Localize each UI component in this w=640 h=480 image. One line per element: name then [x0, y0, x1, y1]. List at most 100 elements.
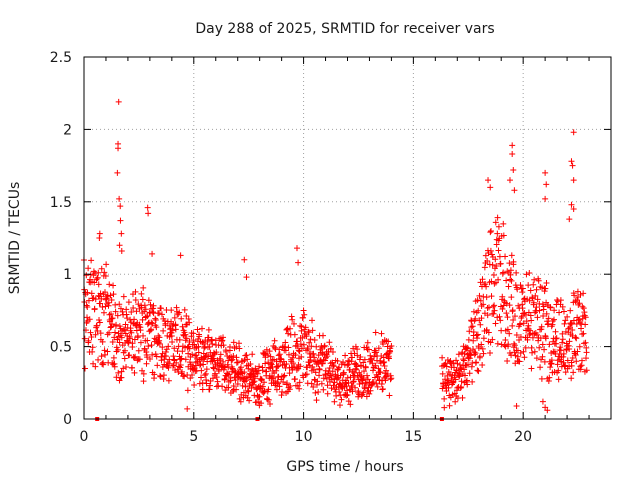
- data-point: [313, 397, 320, 404]
- data-point: [200, 361, 207, 368]
- data-point: [549, 317, 556, 324]
- data-point: [333, 392, 340, 399]
- data-point: [482, 281, 489, 288]
- data-point: [539, 353, 546, 360]
- data-point: [103, 293, 110, 300]
- data-point: [276, 383, 283, 390]
- data-point: [461, 350, 468, 357]
- data-point: [139, 367, 146, 374]
- data-point: [356, 356, 363, 363]
- data-point: [125, 299, 132, 306]
- data-point: [537, 364, 544, 371]
- data-point: [139, 316, 146, 323]
- data-point: [443, 363, 450, 370]
- data-point: [242, 383, 249, 390]
- data-point: [293, 245, 300, 252]
- data-point: [500, 269, 507, 276]
- data-point: [344, 362, 351, 369]
- data-point: [574, 288, 581, 295]
- data-point: [498, 341, 505, 348]
- data-point: [263, 368, 270, 375]
- data-point: [482, 252, 489, 259]
- x-tick-label: 15: [404, 429, 422, 445]
- data-point: [266, 348, 273, 355]
- data-point: [183, 335, 190, 342]
- chart-title: Day 288 of 2025, SRMTID for receiver var…: [195, 21, 494, 37]
- data-point: [113, 344, 120, 351]
- data-point: [487, 229, 494, 236]
- data-point: [344, 391, 351, 398]
- data-point: [160, 327, 167, 334]
- data-point: [201, 344, 208, 351]
- data-point: [184, 387, 191, 394]
- data-point: [303, 333, 310, 340]
- data-point: [326, 339, 333, 346]
- data-point: [377, 369, 384, 376]
- data-point: [133, 308, 140, 315]
- data-point: [458, 384, 465, 391]
- data-point: [367, 352, 374, 359]
- data-point: [298, 345, 305, 352]
- data-point: [186, 338, 193, 345]
- data-point: [263, 346, 270, 353]
- data-point: [564, 313, 571, 320]
- data-point: [580, 290, 587, 297]
- data-point: [247, 361, 254, 368]
- data-point: [529, 334, 536, 341]
- data-point: [279, 388, 286, 395]
- data-point: [97, 330, 104, 337]
- data-point: [109, 315, 116, 322]
- data-point: [494, 340, 501, 347]
- data-point: [453, 357, 460, 364]
- data-point: [93, 322, 100, 329]
- data-point: [546, 341, 553, 348]
- data-point: [520, 310, 527, 317]
- data-point: [475, 344, 482, 351]
- data-point: [496, 313, 503, 320]
- data-point: [527, 287, 534, 294]
- data-point: [205, 326, 212, 333]
- data-point: [535, 277, 542, 284]
- data-point: [365, 346, 372, 353]
- data-point: [459, 394, 466, 401]
- data-point: [453, 367, 460, 374]
- data-point: [362, 364, 369, 371]
- data-point: [296, 385, 303, 392]
- data-point: [463, 378, 470, 385]
- data-point: [292, 376, 299, 383]
- data-point: [364, 339, 371, 346]
- data-point: [490, 310, 497, 317]
- data-point: [314, 378, 321, 385]
- data-point: [244, 387, 251, 394]
- data-point: [196, 380, 203, 387]
- tick-labels: 0 5 10 15 20 0 0.5 1 1.5 2 2.5: [50, 50, 532, 445]
- data-point: [520, 320, 527, 327]
- data-point: [315, 388, 322, 395]
- x-tick-label: 10: [295, 429, 313, 445]
- data-point: [259, 383, 266, 390]
- data-point: [82, 365, 89, 372]
- data-point: [220, 342, 227, 349]
- data-point: [131, 354, 138, 361]
- data-point: [568, 158, 575, 165]
- data-point: [508, 294, 515, 301]
- data-point: [212, 370, 219, 377]
- data-point: [278, 392, 285, 399]
- data-point: [275, 380, 282, 387]
- data-point: [234, 359, 241, 366]
- data-point: [176, 356, 183, 363]
- data-point: [156, 340, 163, 347]
- data-point: [461, 372, 468, 379]
- data-point: [176, 336, 183, 343]
- data-point: [144, 337, 151, 344]
- data-point: [275, 352, 282, 359]
- data-point: [545, 315, 552, 322]
- data-point: [110, 354, 117, 361]
- data-point: [310, 366, 317, 373]
- data-point: [517, 333, 524, 340]
- grid-lines: [84, 57, 611, 419]
- data-point: [568, 375, 575, 382]
- data-point: [161, 317, 168, 324]
- data-point: [265, 386, 272, 393]
